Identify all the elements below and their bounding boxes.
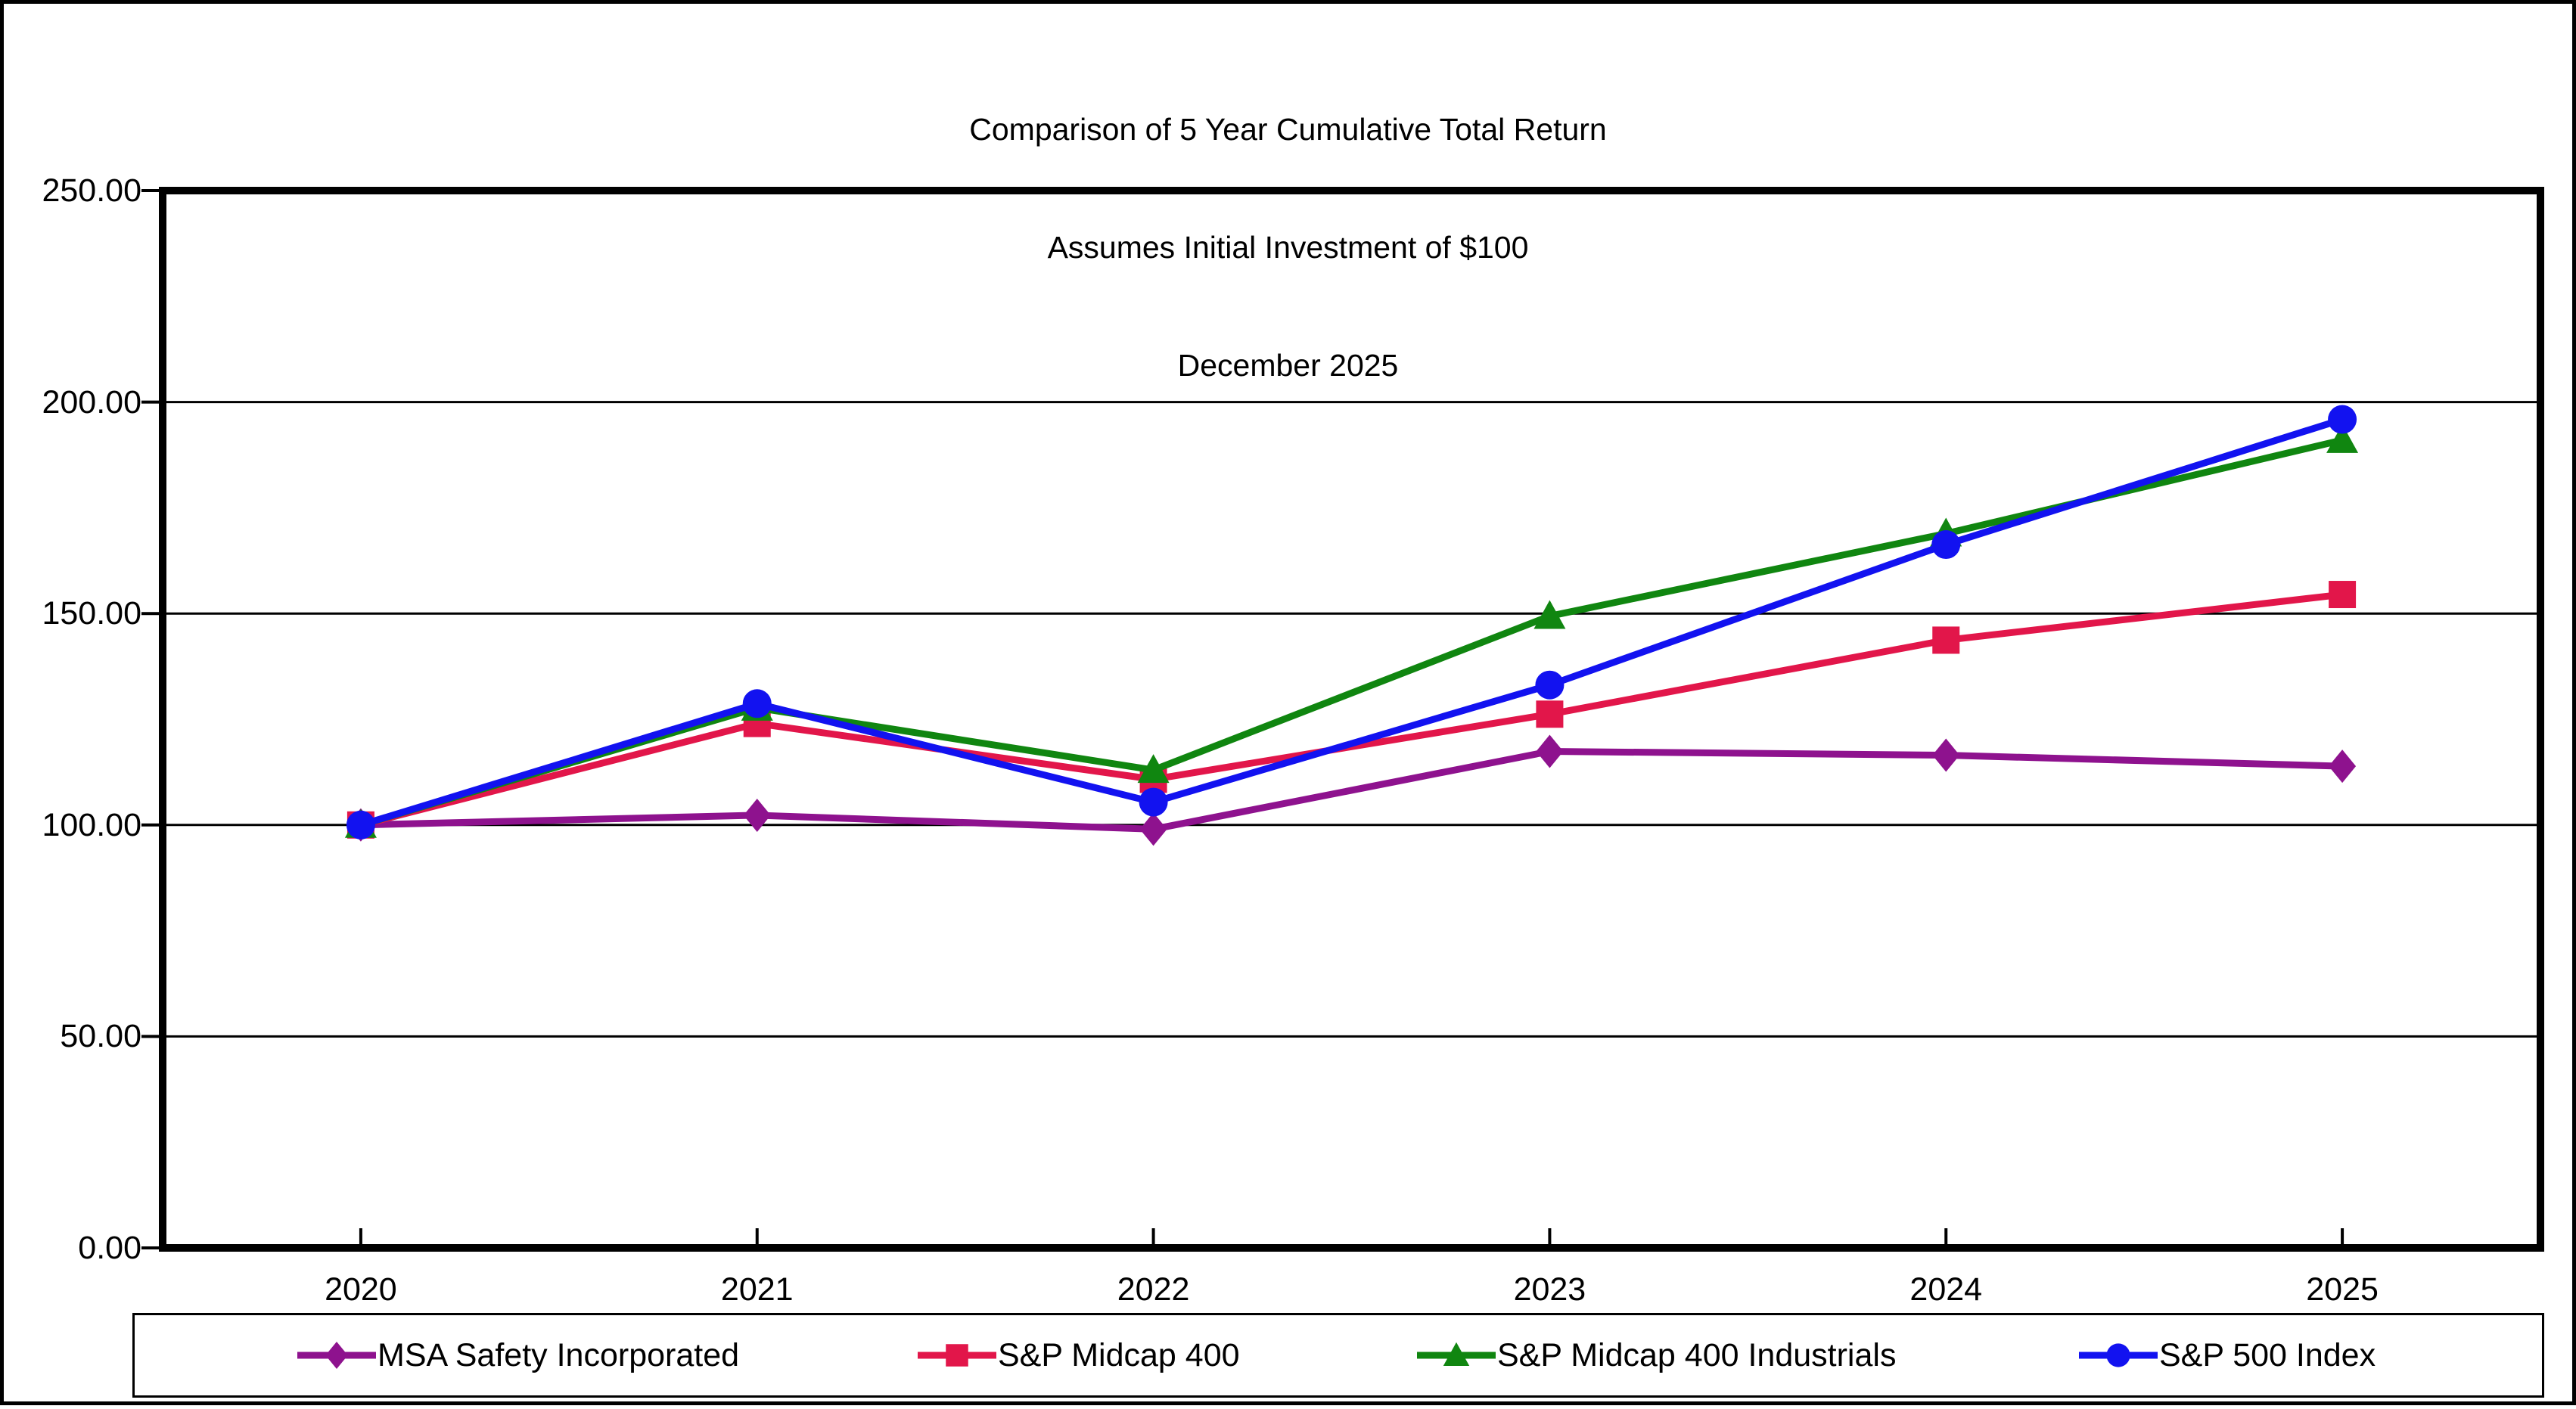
legend-marker-circle-icon [2079, 1343, 2158, 1367]
data-point-s-p-midcap-400-2025 [2329, 581, 2357, 609]
y-axis-tick-label: 50.00 [60, 1018, 141, 1055]
chart-title-line-1: Comparison of 5 Year Cumulative Total Re… [969, 112, 1607, 147]
data-point-s-p-500-index-2024 [1931, 530, 1961, 560]
x-axis-tick-label: 2022 [1117, 1271, 1190, 1308]
x-axis-tick-label: 2023 [1513, 1271, 1586, 1308]
legend-item-s-p-500-index: S&P 500 Index [2079, 1333, 2376, 1378]
y-axis-tick-label: 200.00 [42, 383, 141, 421]
y-axis-tick-label: 150.00 [42, 595, 141, 632]
legend-item-s-p-midcap-400: S&P Midcap 400 [918, 1333, 1240, 1378]
chart-title-line-3: December 2025 [1177, 348, 1399, 383]
legend: MSA Safety Incorporated S&P Midcap 400 S&P… [132, 1313, 2544, 1398]
x-axis-tick-label: 2020 [325, 1271, 397, 1308]
data-point-msa-safety-incorporated-2021 [743, 798, 771, 832]
y-axis-tick-label: 0.00 [78, 1230, 141, 1266]
x-axis-tick-label: 2024 [1909, 1271, 1983, 1308]
data-point-msa-safety-incorporated-2023 [1536, 734, 1564, 768]
legend-item-s-p-midcap-400-industrials: S&P Midcap 400 Industrials [1417, 1333, 1896, 1378]
legend-label: MSA Safety Incorporated [378, 1337, 740, 1373]
legend-marker-glyph [946, 1344, 968, 1367]
data-point-s-p-midcap-400-2023 [1536, 700, 1564, 728]
data-point-s-p-midcap-400-industrials-2025 [2326, 424, 2359, 453]
data-point-s-p-500-index-2020 [346, 810, 375, 840]
data-point-s-p-500-index-2022 [1139, 787, 1168, 817]
series-line-s-p-500-index [359, 416, 2344, 829]
chart-title-line-2: Assumes Initial Investment of $100 [1047, 230, 1529, 265]
data-point-s-p-midcap-400-industrials-2022 [1137, 754, 1170, 784]
legend-label: S&P 500 Index [2159, 1337, 2376, 1373]
plot-border [159, 187, 2544, 1252]
legend-marker-glyph [1443, 1342, 1470, 1366]
plot-canvas [141, 187, 2544, 1252]
legend-marker-glyph [325, 1341, 348, 1370]
data-point-s-p-500-index-2025 [2328, 405, 2357, 434]
x-axis-tick-label: 2025 [2306, 1271, 2379, 1308]
data-point-msa-safety-incorporated-2025 [2329, 750, 2357, 784]
chart-title: Comparison of 5 Year Cumulative Total Re… [4, 31, 2572, 464]
legend-marker-triangle-icon [1417, 1342, 1496, 1366]
data-point-msa-safety-incorporated-2022 [1139, 812, 1167, 846]
legend-item-msa-safety-incorporated: MSA Safety Incorporated [297, 1333, 739, 1378]
data-point-s-p-500-index-2023 [1535, 670, 1565, 700]
data-point-s-p-midcap-400-industrials-2023 [1533, 600, 1566, 629]
legend-marker-square-icon [918, 1344, 996, 1367]
legend-label: S&P Midcap 400 Industrials [1497, 1337, 1897, 1373]
series-line-msa-safety-incorporated [360, 747, 2343, 833]
legend-label: S&P Midcap 400 [998, 1337, 1240, 1373]
x-axis-tick-label: 2021 [720, 1271, 794, 1308]
series-line-s-p-midcap-400-industrials [359, 436, 2344, 829]
y-axis-tick-label: 250.00 [42, 172, 141, 209]
legend-marker-diamond-icon [297, 1341, 376, 1370]
legend-marker-glyph [2106, 1343, 2130, 1367]
data-point-s-p-midcap-400-2024 [1932, 626, 1960, 654]
data-point-s-p-500-index-2021 [742, 689, 772, 718]
data-point-msa-safety-incorporated-2024 [1932, 738, 1960, 772]
y-axis-tick-label: 100.00 [42, 806, 141, 843]
